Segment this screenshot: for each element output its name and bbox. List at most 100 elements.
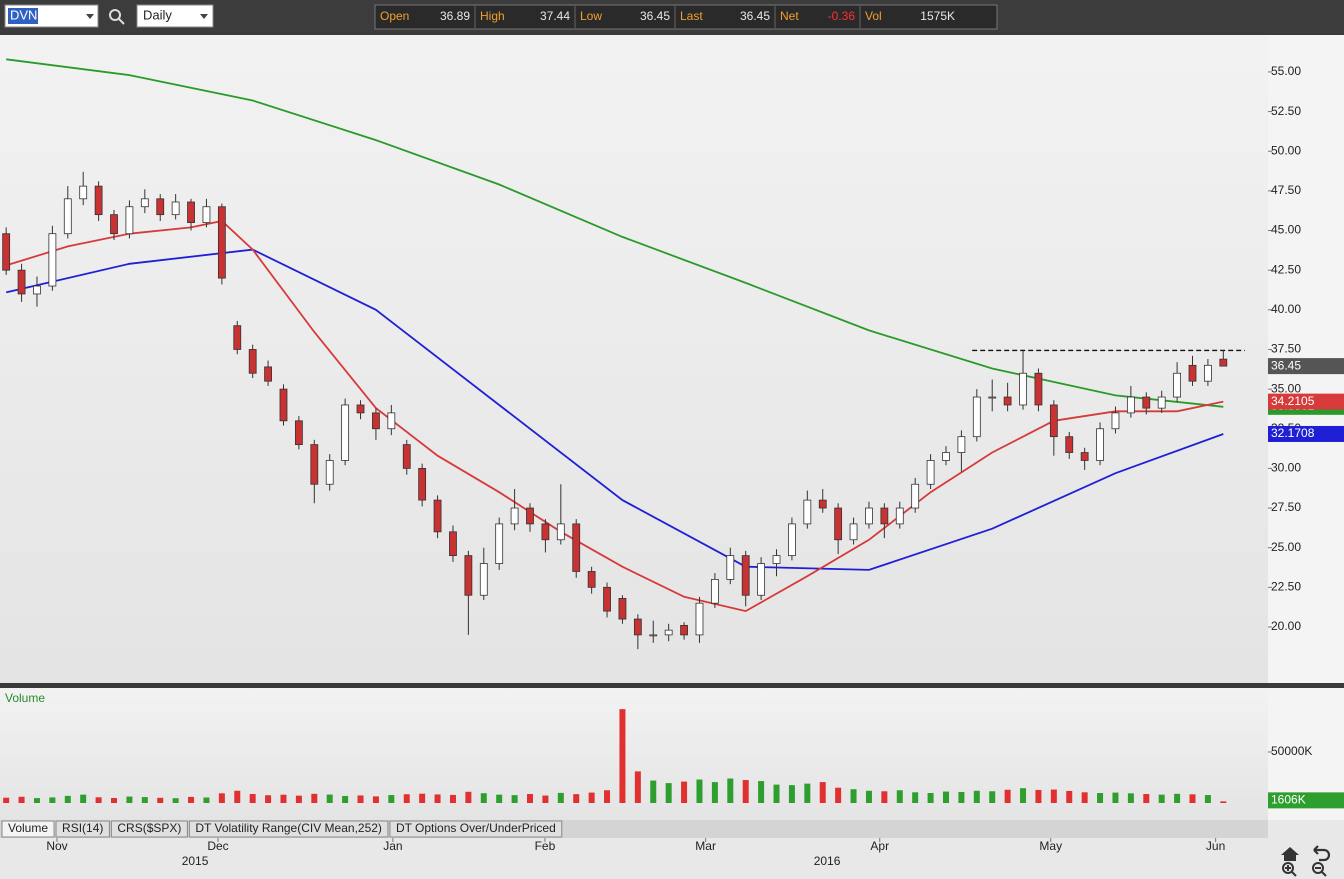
candle-body <box>63 198 72 235</box>
volume-bar <box>188 796 195 803</box>
corner <box>1268 820 1344 838</box>
candle-body <box>356 404 365 414</box>
x-tick-label: Feb <box>535 839 556 853</box>
quote-label: Low <box>580 9 602 23</box>
volume-bar <box>973 790 980 803</box>
candle-body <box>788 523 796 557</box>
home-icon[interactable] <box>1281 847 1299 861</box>
tab-label: Volume <box>8 821 48 835</box>
y-tick-label: 25.00 <box>1271 540 1301 554</box>
volume-bar <box>1004 789 1011 803</box>
candle-body <box>449 531 457 557</box>
volume-bar <box>3 797 10 803</box>
candle-body <box>110 214 118 235</box>
volume-bar <box>881 791 888 803</box>
volume-bar <box>773 784 780 803</box>
candle-body <box>464 555 473 596</box>
candle-body <box>495 523 504 564</box>
y-tick-label: 52.50 <box>1271 104 1301 118</box>
symbol: DVN <box>10 7 37 22</box>
candle-body <box>1065 436 1074 453</box>
tab-label: DT Options Over/UnderPriced <box>396 821 556 835</box>
volume-bar <box>989 791 996 803</box>
zoom-in-icon[interactable] <box>1282 862 1294 874</box>
candle-body <box>233 325 242 350</box>
volume-bar <box>1143 794 1150 803</box>
x-tick-label: Apr <box>870 839 889 853</box>
tab[interactable] <box>55 820 110 838</box>
dropdown-arrow[interactable] <box>86 14 94 19</box>
candle-body <box>726 555 735 580</box>
candle-body <box>633 618 642 636</box>
tab[interactable] <box>110 820 188 838</box>
moving-average <box>6 58 1224 408</box>
zoom-out-icon[interactable] <box>1312 862 1324 874</box>
volume-bar <box>942 791 949 803</box>
volume-bar <box>372 796 379 803</box>
volume-bar <box>295 795 302 803</box>
y-tick-label: 55.00 <box>1271 64 1301 78</box>
volume-bar <box>480 793 487 803</box>
y-tick-label: 45.00 <box>1271 223 1301 237</box>
interval: Daily <box>143 7 172 22</box>
candle-body <box>803 499 812 525</box>
volume-bar <box>527 794 534 803</box>
tab-label: DT Volatility Range(CIV Mean,252) <box>195 821 382 835</box>
candle-body <box>418 467 427 501</box>
volume-bar <box>696 779 703 803</box>
y-tick-label: 42.50 <box>1271 262 1301 276</box>
candle-body <box>48 233 57 287</box>
volume-bar <box>1081 792 1088 803</box>
tab[interactable] <box>389 820 563 838</box>
candle-body <box>125 206 134 235</box>
undo-icon[interactable] <box>1313 845 1331 862</box>
candle-body <box>1188 364 1197 382</box>
candle-body <box>17 269 26 295</box>
quote-value: 36.89 <box>440 9 470 23</box>
quote-items: Open 36.89 High 37.44 Low 36.45 Last 36.45 Net -0… <box>380 6 955 28</box>
candle-body <box>1096 428 1104 461</box>
volume-tag-box <box>1268 792 1344 809</box>
candle-body <box>695 602 704 636</box>
price-panel <box>0 35 1268 683</box>
candle-body <box>664 629 673 636</box>
candle-body <box>988 396 997 399</box>
volume-bar <box>465 791 472 803</box>
tab[interactable] <box>188 820 389 838</box>
candle-body <box>772 555 781 564</box>
volume-bar <box>1174 793 1181 803</box>
volume-bar <box>634 771 641 803</box>
volume-bar <box>80 794 87 803</box>
volume-bar <box>419 793 426 803</box>
volume-bar <box>727 778 734 803</box>
x-tick-label: Jan <box>383 839 402 853</box>
candle-body <box>510 507 519 525</box>
candle-body <box>911 483 920 509</box>
volume-bar <box>203 797 210 803</box>
candle-body <box>402 444 411 469</box>
search-icon[interactable] <box>109 9 121 21</box>
candle-body <box>649 634 658 637</box>
candle-body <box>942 452 950 461</box>
ma-tag-box <box>1268 393 1344 410</box>
volume-bar <box>835 787 842 803</box>
volume-bar <box>681 781 688 803</box>
y-tick-label: 20.00 <box>1271 619 1301 633</box>
volume-bar <box>265 795 272 803</box>
candle-body <box>310 444 319 485</box>
interval-select[interactable] <box>136 4 214 28</box>
y-tick-label: 35.00 <box>1271 381 1301 395</box>
candle-body <box>1157 396 1166 409</box>
quote-value: 37.44 <box>540 9 570 23</box>
separator <box>0 683 1344 688</box>
y-tick-label: 47.50 <box>1271 183 1301 197</box>
quote-value: 36.45 <box>740 9 770 23</box>
candle-body <box>957 436 966 453</box>
tab[interactable] <box>1 820 55 838</box>
moving-average <box>5 248 1224 571</box>
candle-body <box>217 206 226 279</box>
zoom-in-glyph <box>1285 865 1297 877</box>
volume-bar <box>1220 801 1227 803</box>
volume-bar <box>1204 795 1211 803</box>
volume-bar <box>18 796 25 803</box>
